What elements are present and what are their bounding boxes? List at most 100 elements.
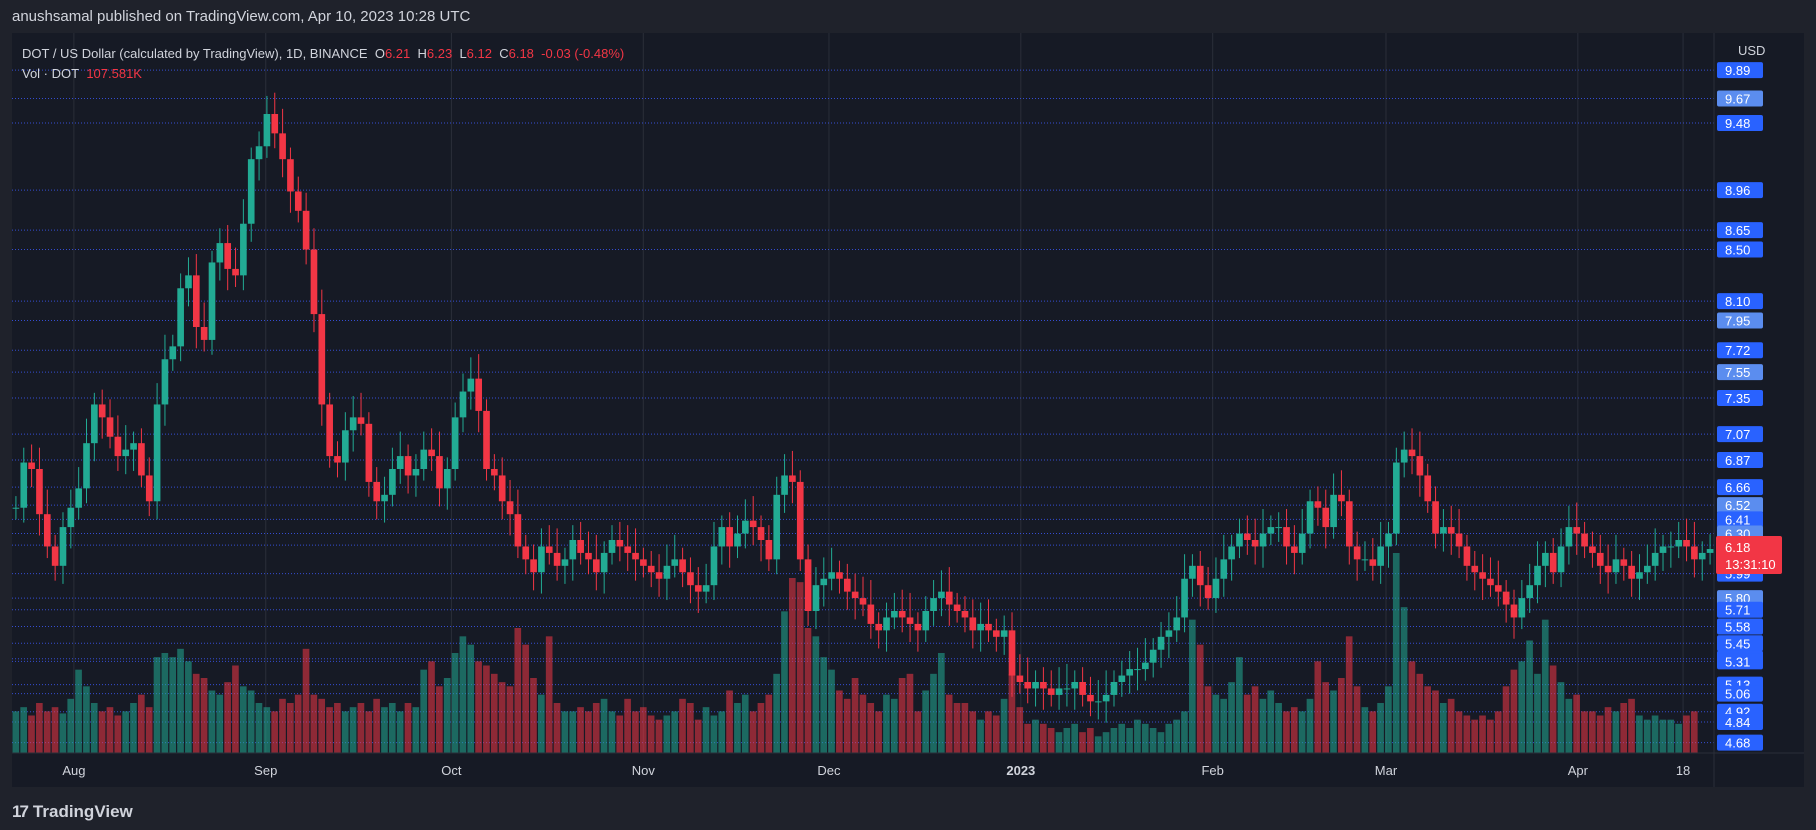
volume-bar	[1259, 698, 1267, 753]
candle-body	[687, 572, 694, 586]
x-tick-label: Nov	[632, 763, 656, 778]
candle-body	[130, 443, 137, 450]
candle-body	[875, 623, 883, 631]
candle-body	[898, 611, 906, 618]
price-tag	[1717, 182, 1763, 199]
candle-body	[530, 559, 537, 573]
volume-bar	[1667, 719, 1675, 753]
volume-label[interactable]: Vol · DOT	[22, 66, 80, 81]
volume-bar	[820, 657, 828, 753]
volume-bar	[1141, 723, 1149, 753]
volume-bar	[310, 694, 318, 753]
candle-body	[1447, 527, 1455, 534]
volume-bar	[75, 669, 82, 753]
candle-body	[436, 456, 443, 489]
candle-body	[843, 578, 851, 592]
candle-body	[200, 327, 208, 340]
volume-bar	[1510, 669, 1518, 753]
price-tag	[1717, 685, 1763, 702]
volume-bar	[639, 707, 647, 753]
candle-body	[718, 527, 726, 547]
volume-bar	[208, 690, 216, 753]
volume-bar	[169, 657, 177, 753]
volume-bar	[1283, 711, 1290, 753]
candle-body	[491, 469, 498, 476]
volume-bar	[1487, 719, 1494, 753]
volume-bar	[1659, 719, 1667, 753]
volume-bar	[1604, 707, 1612, 753]
volume-bar	[1338, 678, 1345, 753]
candle-body	[1620, 559, 1628, 566]
candle-body	[1698, 552, 1706, 560]
price-tag	[1717, 222, 1763, 239]
candle-body	[1087, 694, 1094, 702]
volume-bar	[1651, 715, 1659, 753]
candle-body	[1463, 546, 1471, 566]
candle-body	[1181, 578, 1188, 618]
volume-bar	[718, 711, 726, 753]
candle-body	[334, 456, 341, 463]
price-tag-label: 9.67	[1725, 92, 1750, 107]
candle-body	[1581, 533, 1588, 547]
volume-bar	[357, 703, 365, 753]
candle-body	[342, 430, 349, 463]
volume-bar	[232, 665, 239, 753]
volume-bar	[1377, 703, 1384, 753]
candle-body	[67, 507, 75, 528]
footer-brand[interactable]: 17 TradingView	[12, 802, 133, 822]
candle-body	[396, 456, 404, 469]
candle-body	[1667, 546, 1675, 548]
candle-body	[1628, 565, 1635, 579]
volume-bar	[420, 669, 427, 753]
volume-bar	[1416, 673, 1424, 753]
candle-body	[1165, 630, 1173, 637]
volume-bar	[59, 713, 67, 753]
chart-svg[interactable]: USD 9.89 9.67 9.48 8.96 8.65 8.50 8.10 7.95 7.72 7…	[12, 33, 1804, 787]
volume-bar	[773, 673, 780, 753]
volume-bar	[106, 707, 114, 753]
candle-body	[593, 559, 600, 573]
candle-body	[679, 559, 686, 573]
volume-bar	[216, 694, 224, 753]
volume-bar	[1636, 715, 1643, 753]
price-tag-label: 8.50	[1725, 243, 1750, 258]
volume-bar	[1581, 711, 1588, 753]
candle-body	[1126, 669, 1133, 676]
volume-bar	[1471, 719, 1479, 753]
candle-body	[1589, 546, 1596, 553]
candle-body	[1549, 552, 1557, 573]
volume-bar	[1306, 698, 1314, 753]
volume-bar	[1447, 698, 1455, 753]
candle-body	[702, 585, 710, 592]
candle-body	[945, 591, 953, 605]
symbol-label[interactable]: DOT / US Dollar (calculated by TradingVi…	[22, 46, 368, 61]
candle-body	[451, 417, 459, 469]
volume-bar	[137, 694, 145, 753]
candle-body	[20, 462, 28, 508]
candle-body	[624, 546, 632, 553]
price-tag	[1717, 451, 1763, 468]
volume-bar	[436, 686, 443, 753]
price-tag-label: 5.31	[1725, 654, 1750, 669]
candle-body	[1691, 546, 1698, 560]
candle-body	[1079, 682, 1086, 695]
volume-bar	[585, 711, 592, 753]
volume-bar	[765, 694, 773, 753]
price-tag-label: 9.48	[1725, 116, 1750, 131]
candle-body	[98, 404, 106, 418]
candle-body	[514, 514, 522, 547]
volume-bar	[349, 707, 357, 753]
volume-bar	[153, 657, 161, 753]
candle-body	[1518, 598, 1526, 618]
volume-bar	[506, 686, 514, 753]
candle-body	[1291, 546, 1298, 553]
volume-bar	[757, 703, 765, 753]
candle-body	[279, 133, 286, 160]
candle-body	[1016, 675, 1024, 682]
candle-body	[185, 275, 192, 289]
candle-body	[828, 572, 835, 579]
volume-bar	[545, 636, 553, 753]
volume-bar	[247, 690, 255, 753]
chart-frame[interactable]: USD 9.89 9.67 9.48 8.96 8.65 8.50 8.10 7.95 7.72 7…	[12, 33, 1804, 787]
volume-bar	[1439, 703, 1447, 753]
